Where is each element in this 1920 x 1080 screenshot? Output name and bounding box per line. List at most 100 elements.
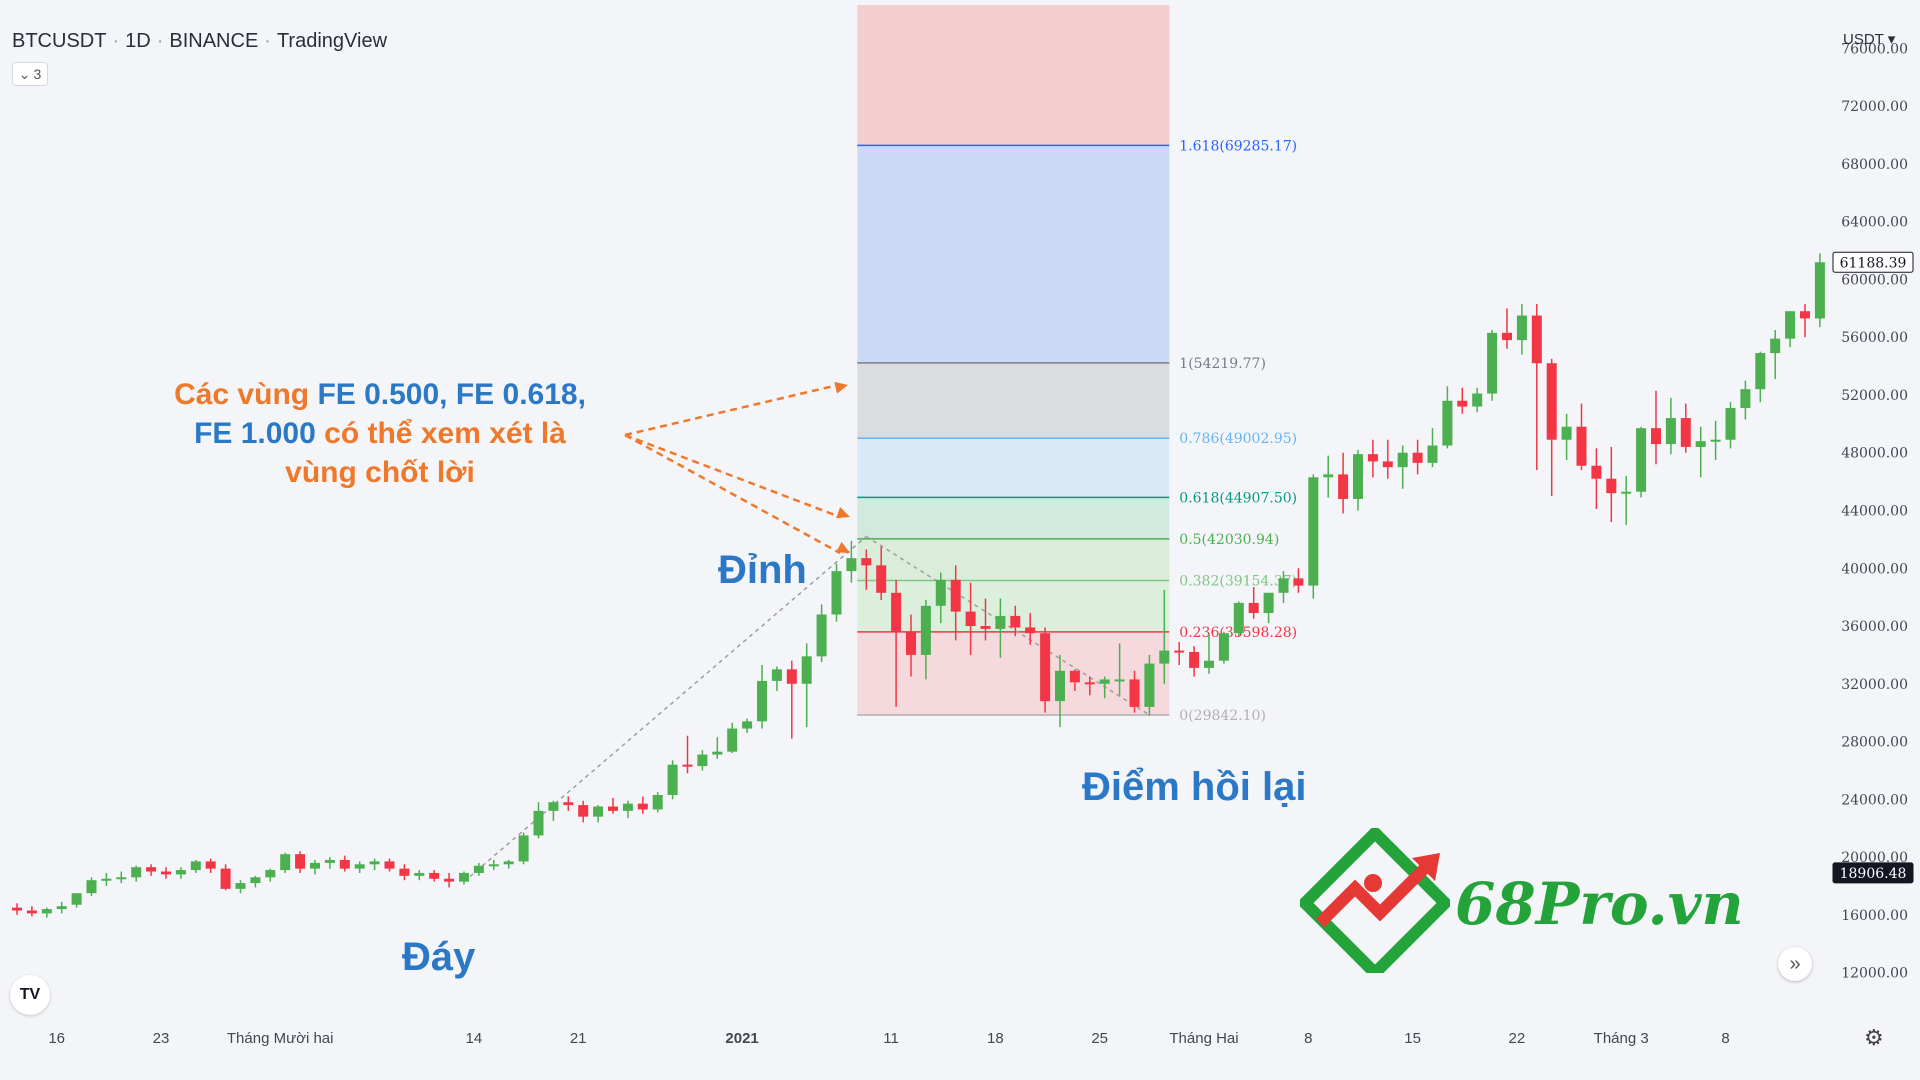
candle-up	[1308, 477, 1319, 586]
candle-down	[1174, 650, 1185, 653]
y-tick-label: 60000.00	[1841, 272, 1908, 288]
note-line2-a: FE 1.000	[194, 417, 316, 450]
candle-up	[757, 680, 767, 722]
fib-band-top	[857, 5, 1170, 146]
fib-band-0.786	[857, 362, 1170, 439]
brand-name: 68Pro.vn	[1455, 870, 1744, 938]
pullback-label: Điểm hồi lại	[1082, 765, 1307, 809]
candle-up	[235, 883, 246, 889]
candle-up	[1159, 650, 1170, 664]
interval-label: 1D	[125, 30, 151, 52]
candle-up	[1636, 428, 1647, 492]
candle-up	[1263, 592, 1274, 614]
x-tick-label: 14	[466, 1030, 483, 1047]
candle-down	[1382, 461, 1393, 468]
chevron-down-icon: ⌄	[18, 65, 31, 82]
price-label: 61188.39	[1840, 255, 1907, 271]
candle-up	[1442, 400, 1453, 446]
bottom-label: Đáy	[402, 935, 476, 979]
candle-down	[1084, 682, 1095, 685]
x-tick-label: 8	[1304, 1030, 1312, 1047]
symbol-header[interactable]: BTCUSDT · 1D · BINANCE · TradingView	[12, 30, 388, 52]
candle-up	[846, 558, 857, 572]
candle-up	[518, 835, 529, 862]
candle-down	[1546, 363, 1557, 440]
candle-up	[414, 872, 425, 876]
candle-up	[1397, 452, 1408, 468]
candle-up	[935, 579, 946, 606]
double-chevron-right-icon[interactable]: »	[1778, 947, 1812, 981]
annotation-arrow	[624, 433, 841, 555]
indicators-toggle-button[interactable]: ⌄ 3	[12, 62, 48, 86]
candle-down	[1248, 602, 1259, 614]
candle-down	[399, 868, 410, 876]
candle-up	[1814, 262, 1825, 319]
currency-selector[interactable]: USDT ▾	[1843, 30, 1895, 48]
candle-down	[608, 806, 618, 811]
currency-label: USDT	[1843, 31, 1884, 48]
candle-up	[101, 878, 112, 881]
candle-up	[131, 867, 142, 878]
y-tick-label: 32000.00	[1841, 677, 1908, 693]
candle-up	[280, 854, 291, 871]
candle-down	[876, 565, 887, 593]
candle-down	[1189, 652, 1200, 668]
candle-up	[1323, 474, 1334, 478]
candle-up	[488, 864, 499, 867]
candle-down	[1531, 315, 1542, 364]
exchange-label: BINANCE	[169, 30, 259, 52]
y-tick-label: 24000.00	[1841, 792, 1908, 808]
candle-down	[637, 803, 648, 810]
candle-up	[190, 861, 201, 871]
candle-up	[995, 615, 1006, 629]
candle-down	[1680, 418, 1691, 447]
gear-icon[interactable]: ⚙	[1864, 1025, 1884, 1050]
candle-up	[41, 909, 52, 914]
candle-up	[1516, 315, 1527, 341]
candle-down	[1338, 474, 1349, 499]
platform-label: TradingView	[276, 30, 388, 52]
candle-up	[1695, 441, 1706, 447]
candle-up	[742, 721, 753, 729]
candle-up	[1218, 633, 1229, 661]
candle-up	[1204, 660, 1214, 668]
y-tick-label: 40000.00	[1841, 561, 1908, 577]
candle-up	[56, 906, 67, 910]
note-line1-b: FE 0.500, FE 0.618,	[317, 378, 586, 411]
x-tick-label: 18	[987, 1030, 1004, 1047]
candle-up	[250, 877, 261, 884]
trend-line-0	[463, 535, 867, 883]
candle-up	[1621, 491, 1632, 494]
candle-down	[1069, 670, 1080, 683]
candle-down	[1367, 454, 1378, 462]
price-label-box	[1832, 862, 1914, 884]
note-line1-a: Các vùng	[174, 378, 318, 411]
candle-up	[1561, 426, 1572, 440]
candle-up	[1278, 578, 1289, 593]
candle-up	[727, 728, 738, 752]
candle-up	[1665, 418, 1676, 445]
candle-down	[950, 579, 961, 612]
candle-up	[1099, 679, 1110, 684]
annotation-arrow	[624, 383, 839, 437]
candle-down	[861, 558, 872, 566]
candle-up	[1427, 445, 1438, 463]
candle-up	[1740, 389, 1751, 408]
candle-up	[1785, 311, 1796, 339]
y-tick-label: 64000.00	[1841, 215, 1908, 231]
fib-band-0	[857, 631, 1170, 715]
candle-down	[205, 861, 216, 869]
x-tick-label: Tháng Hai	[1169, 1030, 1238, 1047]
tradingview-logo-icon[interactable]: TV	[10, 975, 50, 1015]
candle-up	[920, 605, 931, 655]
fib-label-1.618: 1.618(69285.17)	[1179, 138, 1297, 154]
candle-up	[1710, 439, 1721, 442]
candle-up	[1055, 670, 1065, 702]
candle-down	[1800, 311, 1810, 319]
candle-down	[906, 631, 916, 655]
y-tick-label: 56000.00	[1841, 330, 1908, 346]
price-label-box	[1832, 251, 1914, 273]
candle-up	[324, 859, 335, 863]
